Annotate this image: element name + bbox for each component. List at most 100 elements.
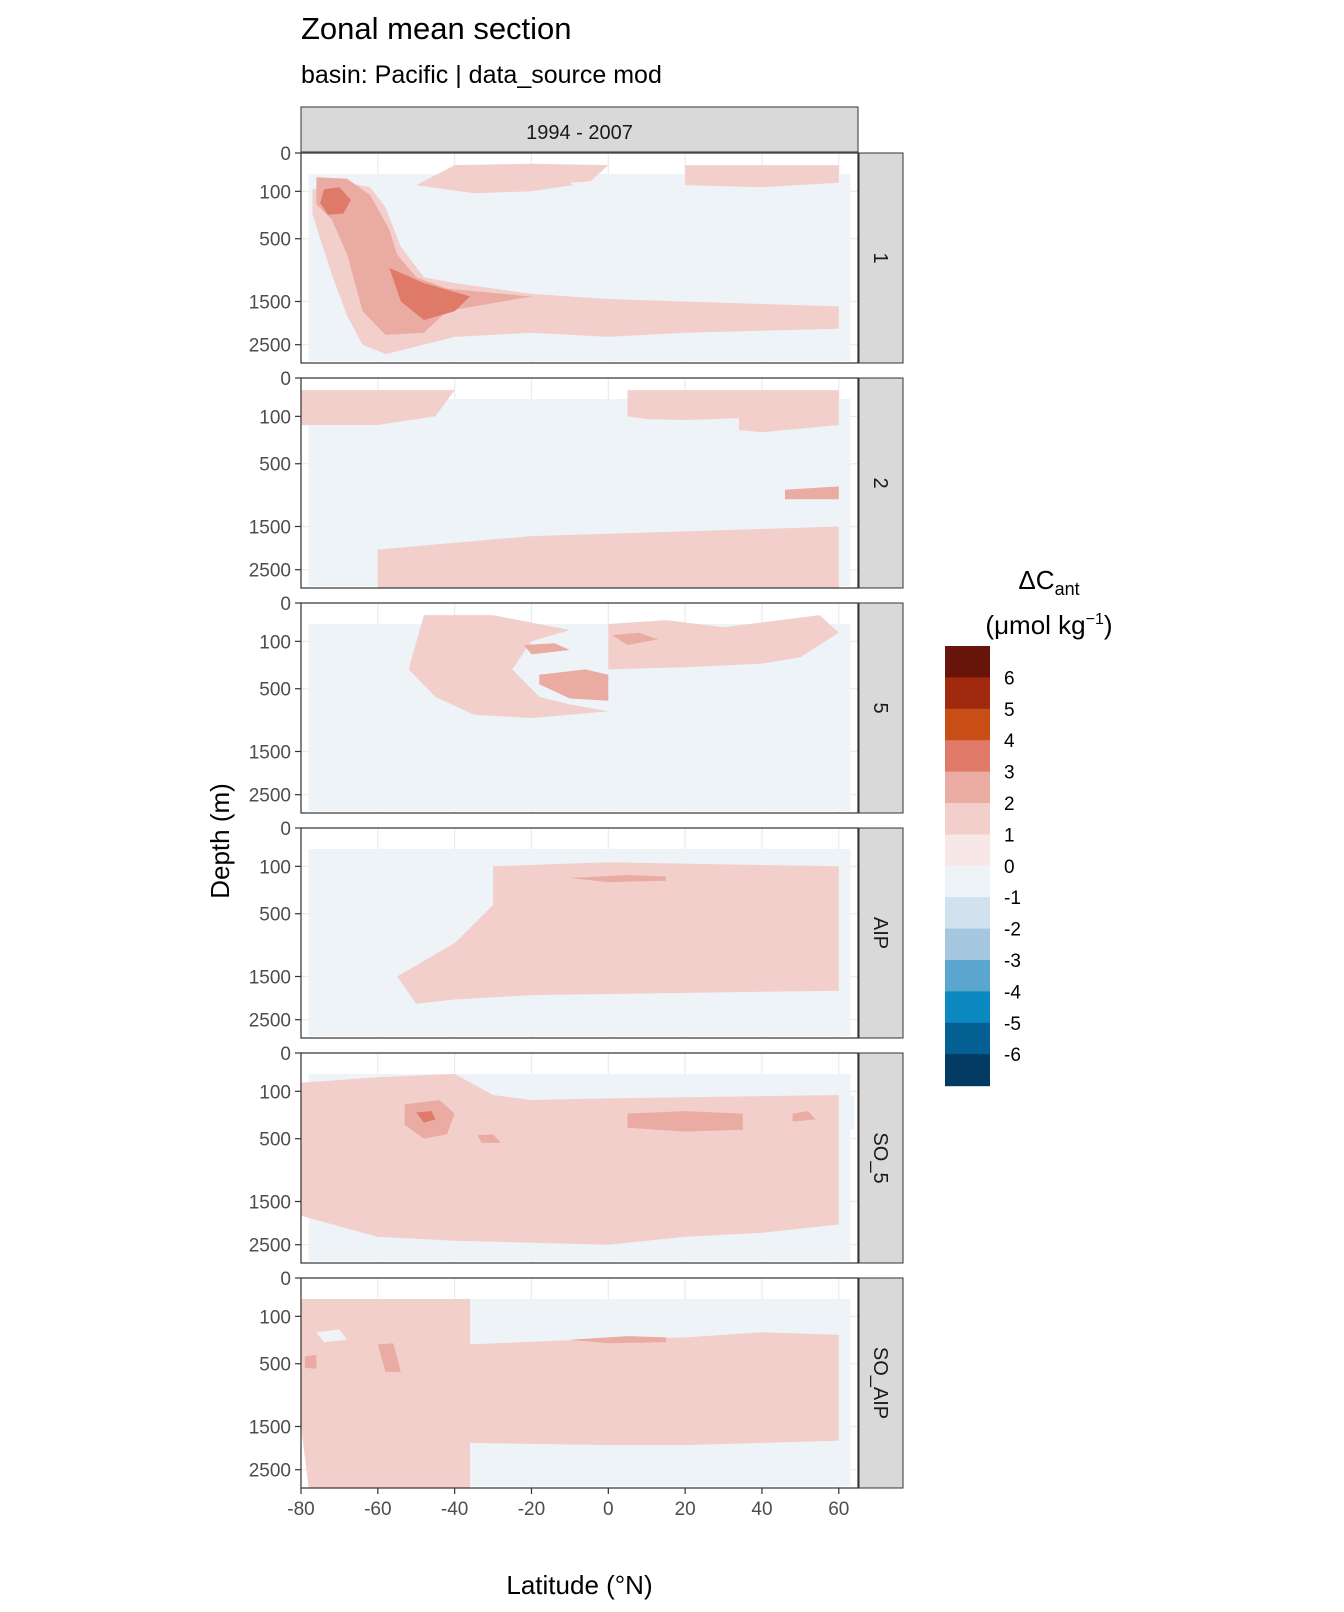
contour-region xyxy=(685,165,839,188)
contour-region xyxy=(320,187,351,215)
y-tick-label: 2500 xyxy=(249,336,291,357)
legend-label: -6 xyxy=(1004,1045,1021,1066)
contour-region xyxy=(470,204,509,222)
contour-region xyxy=(304,1354,317,1369)
y-tick-label: 0 xyxy=(280,819,291,840)
row-strip: 5 xyxy=(858,602,904,814)
legend-label: 5 xyxy=(1004,700,1015,721)
y-tick-label: 2500 xyxy=(249,786,291,807)
contour-region xyxy=(627,1111,743,1132)
legend-color-bin xyxy=(945,897,990,930)
y-tick-label: 500 xyxy=(259,1355,291,1376)
contour-region xyxy=(477,1134,501,1143)
legend-label: 2 xyxy=(1004,794,1015,815)
legend-label: -5 xyxy=(1004,1014,1021,1035)
panel-border xyxy=(300,377,859,589)
row-strip-label: SO_AIP xyxy=(869,1347,891,1419)
x-tick-label: 0 xyxy=(603,1499,614,1520)
legend-label: -2 xyxy=(1004,920,1021,941)
contour-region xyxy=(408,868,490,912)
contour-region xyxy=(846,1095,855,1130)
row-strip-label: AIP xyxy=(869,917,891,949)
legend-label: 4 xyxy=(1004,731,1015,752)
y-tick-label: 1500 xyxy=(249,742,291,763)
contour-region xyxy=(301,1299,470,1488)
y-tick-label: 100 xyxy=(259,1307,291,1328)
legend-label: -1 xyxy=(1004,888,1021,909)
row-strip: SO_AIP xyxy=(858,1277,904,1489)
x-axis: -80 -60 -40 -20 0 20 40 60 xyxy=(287,1488,849,1520)
y-tick-label: 0 xyxy=(280,1044,291,1065)
contour-region xyxy=(569,875,666,883)
row-strip-bg xyxy=(858,827,904,1039)
contour-region xyxy=(377,526,839,588)
legend-label: 3 xyxy=(1004,763,1015,784)
y-tick-label: 0 xyxy=(280,1269,291,1290)
contour-region xyxy=(470,1332,839,1446)
contour-region xyxy=(301,1074,839,1245)
legend-color-bin xyxy=(945,865,990,898)
contour-region xyxy=(316,857,436,993)
legend-color-bin xyxy=(945,991,990,1024)
legend-label: 1 xyxy=(1004,825,1015,846)
y-tick-label: 500 xyxy=(259,1130,291,1151)
y-tick-label: 2500 xyxy=(249,1011,291,1032)
contour-region xyxy=(569,1336,666,1344)
row-strip-bg xyxy=(858,152,904,364)
panel-border xyxy=(300,1052,859,1264)
contour-region xyxy=(416,1111,436,1123)
y-tick-label: 1500 xyxy=(249,1417,291,1438)
y-tick-label: 500 xyxy=(259,455,291,476)
contour-region xyxy=(377,1343,401,1372)
legend-label: -4 xyxy=(1004,982,1021,1003)
contour-region xyxy=(316,447,340,468)
x-tick-label: -60 xyxy=(364,1499,391,1520)
y-tick-label: 0 xyxy=(280,369,291,390)
y-tick-label: 500 xyxy=(259,680,291,701)
y-tick-label: 500 xyxy=(259,230,291,251)
panel-aip: AIP 0 100 500 1500 2500 xyxy=(249,819,904,1039)
y-tick-label: 500 xyxy=(259,905,291,926)
contour-region xyxy=(481,741,609,754)
contour-region xyxy=(612,632,659,645)
row-strip-bg xyxy=(858,602,904,814)
row-strip-bg xyxy=(858,1277,904,1489)
row-strip: AIP xyxy=(858,827,904,1039)
y-tick-label: 100 xyxy=(259,857,291,878)
x-tick-label: -20 xyxy=(518,1499,545,1520)
y-tick-label: 100 xyxy=(259,182,291,203)
contour-region xyxy=(316,177,532,335)
panel-so-aip: SO_AIP 0 100 500 1500 2500 xyxy=(249,1269,904,1489)
contour-region xyxy=(785,486,839,500)
legend-color-bin xyxy=(945,646,990,678)
row-strip: 1 xyxy=(858,152,904,364)
y-tick-label: 1500 xyxy=(249,292,291,313)
legend-color-bin xyxy=(945,1022,990,1055)
legend: ΔCant (μmol kg−1) 6 5 4 3 2 1 0 -1 -2 -3 -4 -5 -6 xyxy=(945,565,1113,1087)
contour-region xyxy=(408,615,609,718)
legend-color-bin xyxy=(945,677,990,710)
legend-color-bin xyxy=(945,1054,990,1087)
panel-border xyxy=(300,1277,859,1489)
contour-region xyxy=(539,669,609,701)
x-axis-label: Latitude (°N) xyxy=(506,1570,652,1600)
row-strip: 2 xyxy=(858,377,904,589)
legend-color-bin xyxy=(945,803,990,835)
legend-title-line2: (μmol kg−1) xyxy=(985,610,1112,640)
legend-label: -3 xyxy=(1004,951,1021,972)
x-tick-label: 40 xyxy=(751,1499,772,1520)
contour-region xyxy=(539,774,609,791)
legend-label: 0 xyxy=(1004,857,1015,878)
legend-color-bin xyxy=(945,771,990,804)
panel-border xyxy=(300,152,859,364)
contour-region xyxy=(470,416,739,500)
contour-region xyxy=(397,862,839,1004)
panel-1: 1 0 100 500 1500 2500 xyxy=(249,144,904,364)
y-axis-label: Depth (m) xyxy=(205,783,235,899)
row-strip-label: 1 xyxy=(869,252,891,263)
column-strip-label: 1994 - 2007 xyxy=(526,122,633,144)
contour-region xyxy=(416,163,609,194)
row-strip: SO_5 xyxy=(858,1052,904,1264)
x-tick-label: 20 xyxy=(675,1499,696,1520)
